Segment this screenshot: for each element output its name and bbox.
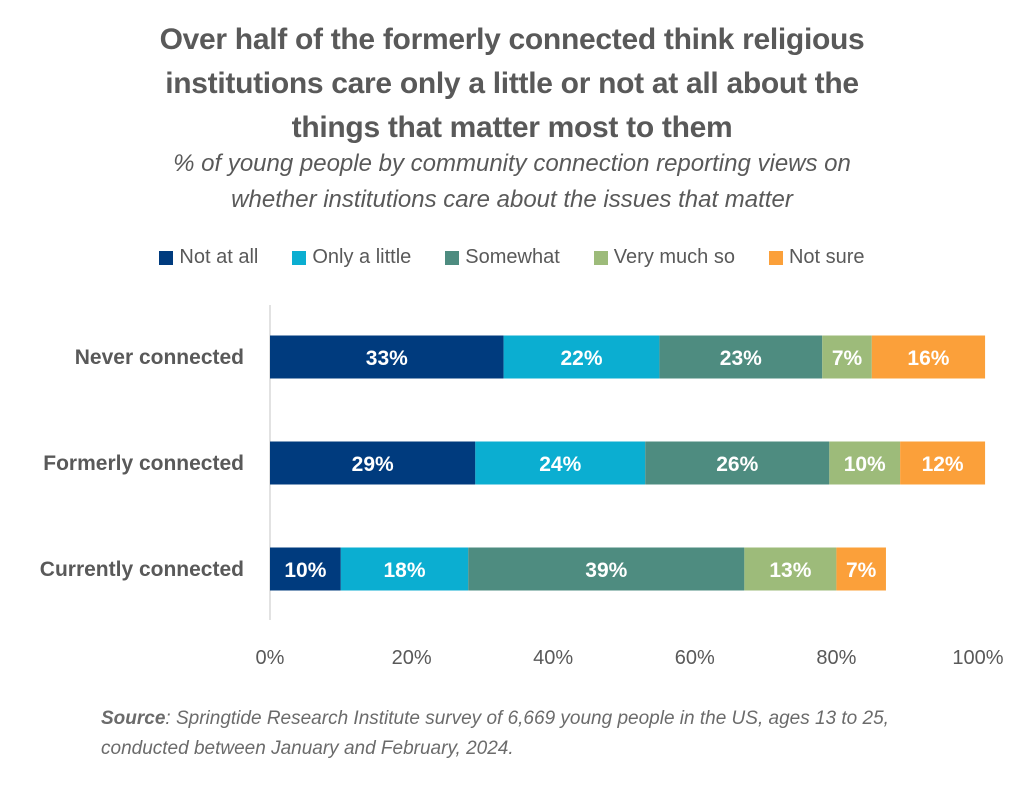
- x-tick-labels: 0% 20% 40% 60% 80% 100%: [256, 647, 1004, 669]
- data-label: 39%: [585, 559, 627, 582]
- data-label: 16%: [907, 347, 949, 370]
- bar-segment: [475, 441, 646, 485]
- chart-title-line: Over half of the formerly connected thin…: [159, 23, 865, 56]
- bar-segment: [340, 547, 469, 591]
- bar-segment: [836, 547, 886, 591]
- category-label: Never connected: [75, 346, 244, 369]
- legend-item-not-at-all: Not at all: [159, 246, 258, 269]
- chart-title-line: things that matter most to them: [291, 111, 733, 144]
- data-label: 26%: [716, 453, 758, 476]
- legend-item-only-a-little: Only a little: [292, 246, 411, 269]
- x-tick-label: 40%: [533, 647, 573, 669]
- bar-segment: [270, 441, 476, 485]
- category-label: Currently connected: [40, 558, 244, 581]
- legend-item-very-much-so: Very much so: [593, 246, 735, 269]
- legend-swatch: [292, 250, 307, 265]
- x-tick-label: 100%: [952, 647, 1003, 669]
- chart-subtitle-line: whether institutions care about the issu…: [231, 186, 793, 213]
- x-tick-label: 80%: [816, 647, 856, 669]
- data-label: 7%: [832, 347, 863, 370]
- data-label: 7%: [846, 559, 877, 582]
- data-label: 13%: [769, 559, 811, 582]
- data-label: 10%: [844, 453, 886, 476]
- x-tick-label: 60%: [675, 647, 715, 669]
- chart-legend: Not at all Only a little Somewhat Very m…: [0, 246, 1024, 269]
- bar-segment: [645, 441, 830, 485]
- bar-segment: [744, 547, 837, 591]
- data-label: 33%: [366, 347, 408, 370]
- source-label: Source: [101, 708, 166, 729]
- source-text: : Springtide Research Institute survey o…: [101, 708, 889, 759]
- chart-title-line: institutions care only a little or not a…: [165, 67, 859, 100]
- category-label: Formerly connected: [43, 452, 244, 475]
- legend-item-somewhat: Somewhat: [445, 246, 560, 269]
- bar-segment: [468, 547, 745, 591]
- stacked-bar-chart: 33% 22% 23% 7% 16% 29% 24% 26% 10% 12% 10% 18% 39% 13…: [40, 305, 1004, 669]
- bar-segment: [900, 441, 986, 485]
- data-label: 23%: [720, 347, 762, 370]
- chart-subtitle-line: % of young people by community connectio…: [173, 150, 851, 177]
- legend-swatch: [593, 250, 608, 265]
- bar-segment: [829, 441, 901, 485]
- chart-title: Over half of the formerly connected thin…: [0, 18, 1024, 150]
- bar-segment: [822, 335, 872, 379]
- bars-group: 33% 22% 23% 7% 16% 29% 24% 26% 10% 12% 10% 18% 39% 13…: [270, 335, 986, 591]
- legend-label: Only a little: [312, 246, 412, 268]
- bar-segment: [659, 335, 823, 379]
- category-labels: Never connected Formerly connected Current…: [40, 346, 244, 581]
- x-tick-label: 0%: [256, 647, 285, 669]
- legend-swatch: [159, 250, 174, 265]
- legend-label: Not at all: [179, 246, 259, 268]
- legend-swatch: [768, 250, 783, 265]
- data-label: 22%: [561, 347, 603, 370]
- legend-swatch: [445, 250, 460, 265]
- bar-segment: [871, 335, 986, 379]
- x-tick-label: 20%: [392, 647, 432, 669]
- data-label: 10%: [284, 559, 326, 582]
- source-note: Source: Springtide Research Institute su…: [101, 704, 921, 764]
- chart-subtitle: % of young people by community connectio…: [0, 146, 1024, 218]
- data-label: 18%: [384, 559, 426, 582]
- legend-label: Very much so: [613, 246, 735, 268]
- legend-item-not-sure: Not sure: [768, 246, 865, 269]
- bar-segment: [503, 335, 660, 379]
- data-label: 29%: [352, 453, 394, 476]
- legend-label: Somewhat: [465, 246, 560, 268]
- bar-segment: [270, 335, 504, 379]
- bar-segment: [270, 547, 341, 591]
- legend-label: Not sure: [788, 246, 865, 268]
- data-label: 12%: [922, 453, 964, 476]
- data-label: 24%: [539, 453, 581, 476]
